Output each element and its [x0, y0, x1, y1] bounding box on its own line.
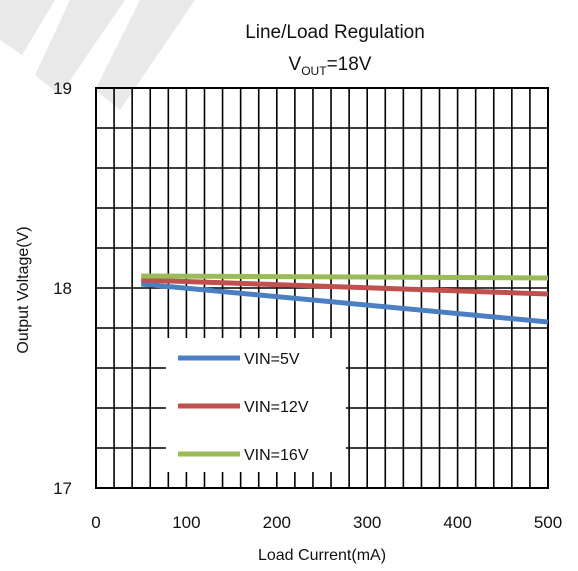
- subtitle-subscript: OUT: [301, 64, 327, 78]
- chart-title: Line/Load Regulation: [245, 22, 425, 43]
- subtitle-suffix: =18V: [327, 54, 372, 75]
- plot-frame: [95, 87, 549, 489]
- x-tick-label: 100: [172, 513, 200, 532]
- x-tick-label: 400: [443, 513, 471, 532]
- x-tick-label: 200: [263, 513, 291, 532]
- x-tick-label: 0: [91, 513, 100, 532]
- x-axis-label: Load Current(mA): [258, 547, 386, 564]
- x-tick-label: 500: [534, 513, 562, 532]
- subtitle-prefix: V: [289, 54, 302, 75]
- legend: VIN=5V VIN=12V VIN=16V: [166, 338, 346, 472]
- series-line: [140, 281, 549, 325]
- watermark: [0, 0, 195, 110]
- x-tick-label: 300: [353, 513, 381, 532]
- y-axis-ticks: 17 18 19: [53, 79, 72, 498]
- legend-label: VIN=16V: [244, 447, 309, 464]
- series-line: [141, 277, 549, 297]
- y-tick-label: 18: [53, 279, 72, 298]
- legend-label: VIN=12V: [244, 399, 309, 416]
- legend-label: VIN=5V: [244, 351, 300, 368]
- legend-items: VIN=5V VIN=12V VIN=16V: [178, 351, 309, 464]
- chart-subtitle: VOUT=18V: [289, 54, 372, 78]
- y-axis-label: Output Voltage(V): [15, 226, 32, 353]
- x-axis-ticks: 0 100 200 300 400 500: [91, 513, 562, 532]
- series-line: [141, 273, 549, 281]
- y-tick-label: 19: [53, 79, 72, 98]
- y-tick-label: 17: [53, 479, 72, 498]
- series-lines: [140, 273, 549, 325]
